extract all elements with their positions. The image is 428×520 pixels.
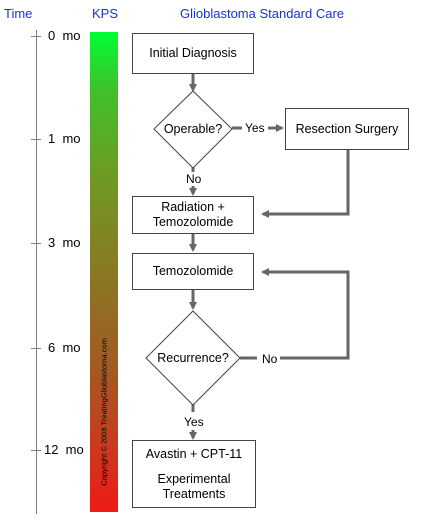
timeline-label-3: 3 mo [48,235,81,250]
operable-no-label: No [184,172,204,186]
initial-diagnosis-label: Initial Diagnosis [149,46,237,60]
operable-yes-label: Yes [243,121,267,135]
radiation-line1: Radiation + [161,200,225,214]
timeline-label-6: 6 mo [48,340,81,355]
avastin-line2: Experimental [157,471,231,486]
kps-header: KPS [92,6,119,21]
arrow-recurrence-no-loop [261,268,350,360]
decision-diamond-recurrence [145,310,241,406]
timeline-tick-6 [31,348,41,349]
radiation-line2: Temozolomide [152,215,234,229]
timeline-tick-1 [31,139,41,140]
arrow-resection-to-radiation [261,150,350,218]
decision-diamond-operable [153,90,233,169]
recurrence-question-label: Recurrence? [157,351,229,365]
time-header: Time [4,6,33,21]
temozolomide-label: Temozolomide [152,264,234,278]
timeline-label-0: 0 mo [48,28,81,43]
timeline-tick-3 [31,243,41,244]
avastin-box: Avastin + CPT-11 Experimental Treatments [132,440,256,508]
timeline-tick-12 [31,450,41,451]
timeline-label-12: 12 mo [44,442,84,457]
operable-question-label: Operable? [163,122,223,136]
timeline-axis [36,30,37,514]
recurrence-yes-label: Yes [182,415,206,429]
timeline-label-1: 1 mo [48,131,81,146]
avastin-line3: Treatments [162,486,226,501]
radiation-temozolomide-box: Radiation + Temozolomide [132,196,254,234]
kps-gradient-bar [90,32,118,512]
diagram-title: Glioblastoma Standard Care [180,6,345,21]
resection-surgery-label: Resection Surgery [295,121,399,136]
recurrence-no-label: No [260,352,280,366]
avastin-line1: Avastin + CPT-11 [145,446,243,461]
resection-surgery-box: Resection Surgery [285,108,409,150]
timeline-tick-0 [31,36,41,37]
temozolomide-box: Temozolomide [132,253,254,290]
initial-diagnosis-box: Initial Diagnosis [132,33,254,74]
